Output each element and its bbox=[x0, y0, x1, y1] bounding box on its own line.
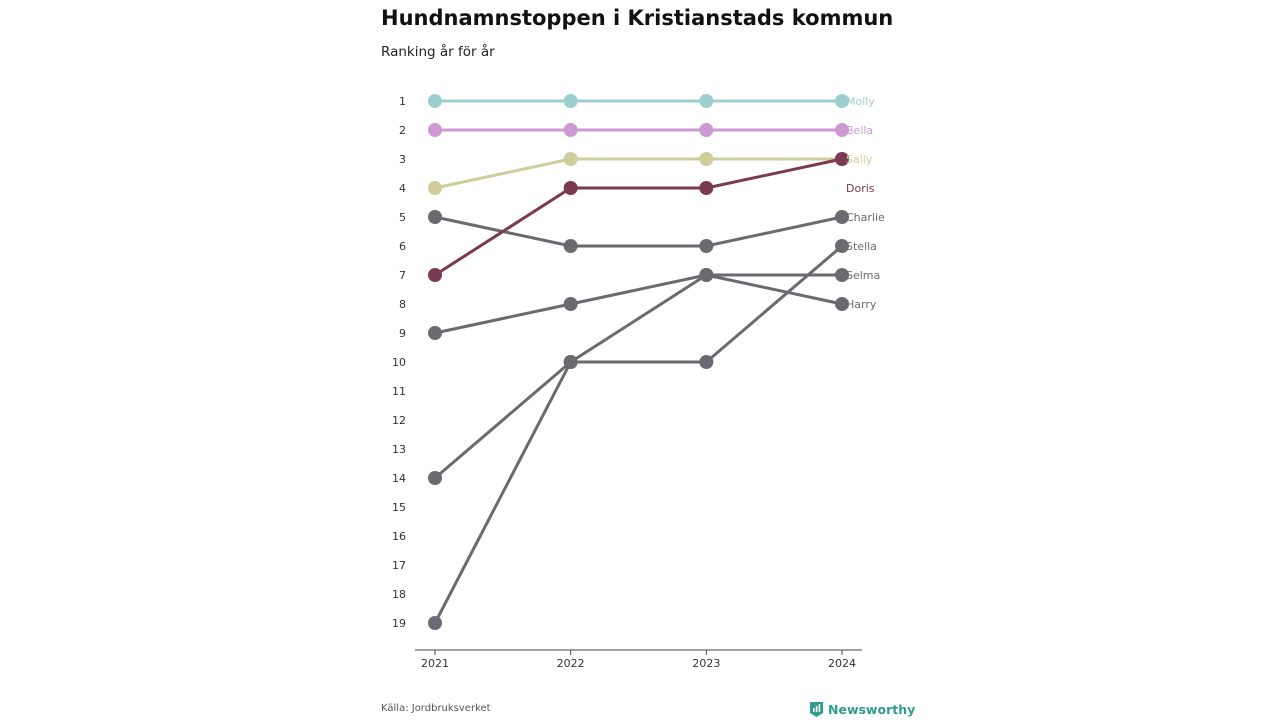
x-tick-label: 2022 bbox=[557, 657, 585, 670]
point-harry-2021 bbox=[428, 326, 442, 340]
point-selma-2024 bbox=[835, 268, 850, 282]
y-tick-label: 13 bbox=[392, 443, 406, 456]
y-tick-label: 4 bbox=[399, 182, 406, 195]
chart-title: Hundnamnstoppen i Kristianstads kommun bbox=[381, 6, 894, 30]
brand-name: Newsworthy bbox=[828, 702, 916, 717]
point-selma-2021 bbox=[428, 471, 442, 485]
y-tick-label: 3 bbox=[399, 153, 406, 166]
point-harry-2023 bbox=[699, 268, 714, 282]
point-charlie-2022 bbox=[563, 239, 578, 253]
label-bella: Bella bbox=[846, 124, 873, 137]
point-charlie-2023 bbox=[699, 239, 714, 253]
y-tick-label: 9 bbox=[399, 327, 406, 340]
label-sally: Sally bbox=[846, 153, 873, 166]
x-tick-label: 2024 bbox=[828, 657, 856, 670]
point-harry-2022 bbox=[563, 297, 578, 311]
series-line-stella bbox=[433, 244, 843, 624]
point-molly-2023 bbox=[699, 94, 714, 108]
series-points bbox=[428, 94, 850, 630]
point-bella-2022 bbox=[563, 123, 578, 137]
y-tick-label: 16 bbox=[392, 530, 406, 543]
x-tick-label: 2023 bbox=[692, 657, 720, 670]
y-tick-label: 14 bbox=[392, 472, 406, 485]
point-doris-2022 bbox=[563, 181, 578, 195]
source-note: Källa: Jordbruksverket bbox=[381, 703, 491, 714]
series-labels: Molly Bella Sally Doris Charlie Stella Selma Ha… bbox=[846, 95, 885, 311]
label-harry: Harry bbox=[846, 298, 877, 311]
point-stella-2024 bbox=[835, 239, 850, 253]
point-stella-2023 bbox=[699, 355, 714, 369]
point-molly-2022 bbox=[563, 94, 578, 108]
point-bella-2023 bbox=[699, 123, 714, 137]
newsworthy-icon bbox=[810, 702, 823, 717]
y-tick-label: 2 bbox=[399, 124, 406, 137]
point-sally-2021 bbox=[428, 181, 442, 195]
y-tick-label: 5 bbox=[399, 211, 406, 224]
y-tick-label: 12 bbox=[392, 414, 406, 427]
point-charlie-2021 bbox=[428, 210, 442, 224]
label-molly: Molly bbox=[846, 95, 875, 108]
y-tick-label: 17 bbox=[392, 559, 406, 572]
point-charlie-2024 bbox=[835, 210, 850, 224]
label-stella: Stella bbox=[846, 240, 877, 253]
point-sally-2022 bbox=[563, 152, 578, 166]
y-tick-label: 7 bbox=[399, 269, 406, 282]
point-doris-2024 bbox=[835, 152, 850, 166]
point-molly-2021 bbox=[428, 94, 442, 108]
y-tick-label: 8 bbox=[399, 298, 406, 311]
chart-subtitle: Ranking år för år bbox=[381, 44, 495, 60]
point-bella-2021 bbox=[428, 123, 442, 137]
y-tick-label: 18 bbox=[392, 588, 406, 601]
y-tick-label: 11 bbox=[392, 385, 406, 398]
series-lines bbox=[433, 99, 843, 624]
series-line-selma bbox=[434, 273, 843, 480]
x-axis: 2021 2022 2023 2024 bbox=[415, 649, 862, 670]
y-tick-label: 19 bbox=[392, 617, 406, 630]
y-tick-label: 1 bbox=[399, 95, 406, 108]
point-doris-2023 bbox=[699, 181, 714, 195]
label-doris: Doris bbox=[846, 182, 875, 195]
series-line-charlie bbox=[434, 215, 843, 248]
point-sally-2023 bbox=[699, 152, 714, 166]
y-tick-label: 15 bbox=[392, 501, 406, 514]
y-tick-label: 10 bbox=[392, 356, 406, 369]
series-line-harry bbox=[434, 273, 843, 335]
label-charlie: Charlie bbox=[846, 211, 885, 224]
point-doris-2021 bbox=[428, 268, 442, 282]
y-tick-label: 6 bbox=[399, 240, 406, 253]
label-selma: Selma bbox=[846, 269, 880, 282]
brand-logo[interactable]: Newsworthy bbox=[809, 701, 915, 718]
series-line-doris bbox=[434, 157, 843, 277]
point-bella-2024 bbox=[835, 123, 850, 137]
x-tick-label: 2021 bbox=[421, 657, 449, 670]
point-selma-2022 bbox=[563, 355, 578, 369]
point-stella-2021 bbox=[428, 616, 442, 630]
point-harry-2024 bbox=[835, 297, 850, 311]
series-line-sally bbox=[434, 157, 843, 190]
point-molly-2024 bbox=[835, 94, 850, 108]
